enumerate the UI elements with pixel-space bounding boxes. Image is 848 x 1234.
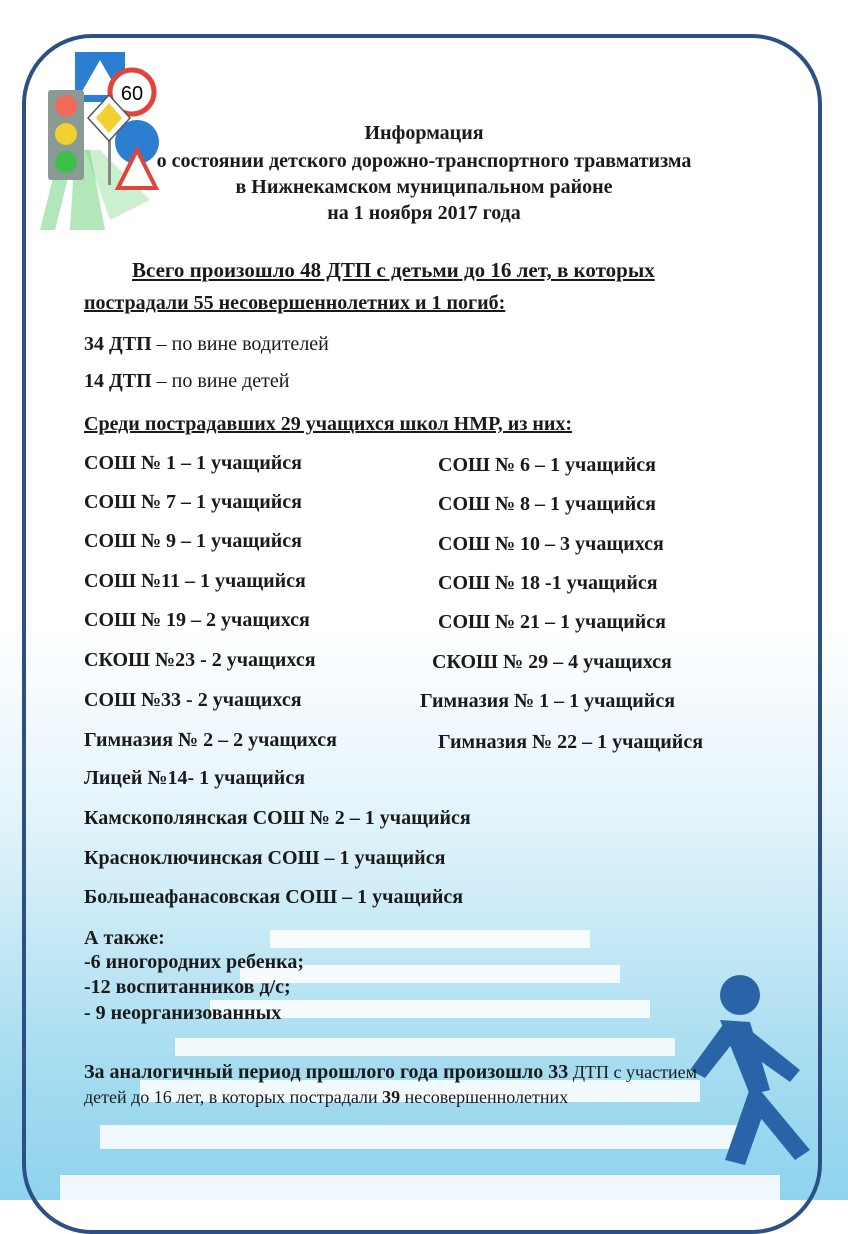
school-item: Камскополянская СОШ № 2 – 1 учащийся bbox=[84, 807, 471, 829]
document-subtitle: о состоянии детского дорожно-транспортно… bbox=[156, 150, 692, 172]
also-heading: А также: bbox=[84, 927, 165, 949]
school-item: СОШ № 19 – 2 учащихся bbox=[84, 609, 310, 631]
also-item: -12 воспитанников д/с; bbox=[84, 976, 291, 998]
school-item: СОШ № 10 – 3 учащихся bbox=[438, 533, 664, 555]
summary-line: Всего произошло 48 ДТП с детьми до 16 ле… bbox=[132, 258, 655, 282]
school-item: Гимназия № 2 – 2 учащихся bbox=[84, 729, 337, 751]
comparison-bold: За аналогичный период прошлого года прои… bbox=[84, 1061, 569, 1083]
comparison-bold: 39 bbox=[382, 1087, 401, 1107]
school-item: СОШ № 1 – 1 учащийся bbox=[84, 452, 302, 474]
document-title: Информация bbox=[364, 122, 484, 144]
school-item: СОШ №11 – 1 учащийся bbox=[84, 570, 306, 592]
comparison-text: детей до 16 лет, в которых пострадали bbox=[84, 1087, 383, 1107]
school-item: СОШ №33 - 2 учащихся bbox=[84, 689, 302, 711]
comparison-line: детей до 16 лет, в которых пострадали 39… bbox=[84, 1087, 568, 1108]
document-subtitle: в Нижнекамском муниципальном районе bbox=[235, 176, 613, 198]
school-item: СОШ № 6 – 1 учащийся bbox=[438, 454, 656, 476]
school-item: СОШ № 18 -1 учащийся bbox=[438, 572, 658, 594]
school-item: СОШ № 8 – 1 учащийся bbox=[438, 493, 656, 515]
comparison-text: несовершеннолетних bbox=[400, 1087, 569, 1107]
count: 14 ДТП bbox=[84, 370, 152, 392]
comparison-line: За аналогичный период прошлого года прои… bbox=[84, 1061, 697, 1084]
comparison-text: ДТП с участием bbox=[568, 1062, 697, 1082]
school-item: СОШ № 9 – 1 учащийся bbox=[84, 530, 302, 552]
school-item: Красноключинская СОШ – 1 учащийся bbox=[84, 847, 446, 869]
also-item: -6 иногородних ребенка; bbox=[84, 951, 305, 973]
svg-text:60: 60 bbox=[121, 83, 143, 105]
summary-line: пострадали 55 несовершеннолетних и 1 пог… bbox=[84, 292, 506, 314]
school-item: Гимназия № 1 – 1 учащийся bbox=[420, 690, 676, 712]
document-date: на 1 ноября 2017 года bbox=[327, 202, 521, 224]
drivers-fault-line: 34 ДТП – по вине водителей bbox=[84, 333, 329, 356]
children-fault-line: 14 ДТП – по вине детей bbox=[84, 370, 289, 393]
school-item: СКОШ № 29 – 4 учащихся bbox=[432, 651, 672, 673]
label: – по вине водителей bbox=[151, 333, 329, 355]
school-item: СКОШ №23 - 2 учащихся bbox=[84, 649, 316, 671]
school-item: Гимназия № 22 – 1 учащийся bbox=[438, 731, 704, 753]
school-item: Большеафанасовская СОШ – 1 учащийся bbox=[84, 886, 464, 908]
label: – по вине детей bbox=[151, 370, 290, 392]
also-item: - 9 неорганизованных bbox=[84, 1002, 282, 1024]
count: 34 ДТП bbox=[84, 333, 152, 355]
schools-heading: Среди пострадавших 29 учащихся школ НМР,… bbox=[84, 413, 573, 435]
school-item: СОШ № 7 – 1 учащийся bbox=[84, 491, 302, 513]
school-item: Лицей №14- 1 учащийся bbox=[84, 767, 306, 789]
traffic-signs-logo-icon: 60 bbox=[40, 52, 160, 230]
pedestrian-icon bbox=[690, 975, 810, 1165]
school-item: СОШ № 21 – 1 учащийся bbox=[438, 611, 666, 633]
